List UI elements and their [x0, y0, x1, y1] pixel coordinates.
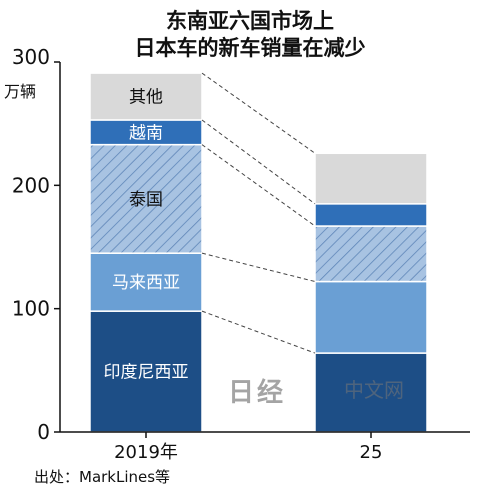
- series-label: 马来西亚: [112, 273, 180, 293]
- series-label: 泰国: [129, 190, 163, 210]
- title-line-2: 日本车的新车销量在减少: [134, 36, 366, 60]
- series-label: 越南: [129, 123, 163, 143]
- x-tick-label: 25: [360, 442, 383, 463]
- bar-segment: [89, 72, 203, 121]
- y-tick-label: 200: [12, 173, 50, 197]
- bar-segment: [314, 280, 428, 354]
- series-label: 其他: [129, 88, 163, 108]
- bar-segment: [314, 352, 428, 433]
- connector-line: [201, 310, 316, 354]
- bar-segment: [314, 152, 428, 205]
- connector-lines-group: [201, 72, 316, 354]
- series-label: 印度尼西亚: [104, 363, 189, 383]
- x-axis-labels-group: 2019年 25: [114, 432, 382, 463]
- title-line-1: 东南亚六国市场上: [166, 9, 334, 33]
- connector-line: [201, 119, 316, 205]
- bar-segment: [314, 203, 428, 227]
- bar-segment: [89, 310, 203, 433]
- chart-title: 东南亚六国市场上 日本车的新车销量在减少: [0, 8, 500, 62]
- bars-group: 印度尼西亚 马来西亚 泰国 越南 其他: [89, 72, 428, 433]
- connector-line: [201, 144, 316, 227]
- y-tick-label: 300: [12, 45, 50, 69]
- y-tick-label: 100: [12, 297, 50, 321]
- y-axis-group: 0 100 200 300: [12, 45, 470, 444]
- source-note: 出处：MarkLines等: [34, 468, 171, 486]
- bar-segment: [314, 225, 428, 283]
- y-tick-label: 0: [37, 420, 50, 444]
- connector-line: [201, 72, 316, 154]
- y-axis-unit: 万辆: [4, 82, 37, 101]
- x-tick-label: 2019年: [114, 442, 178, 463]
- bar-segment: [89, 252, 203, 312]
- connector-line: [201, 252, 316, 283]
